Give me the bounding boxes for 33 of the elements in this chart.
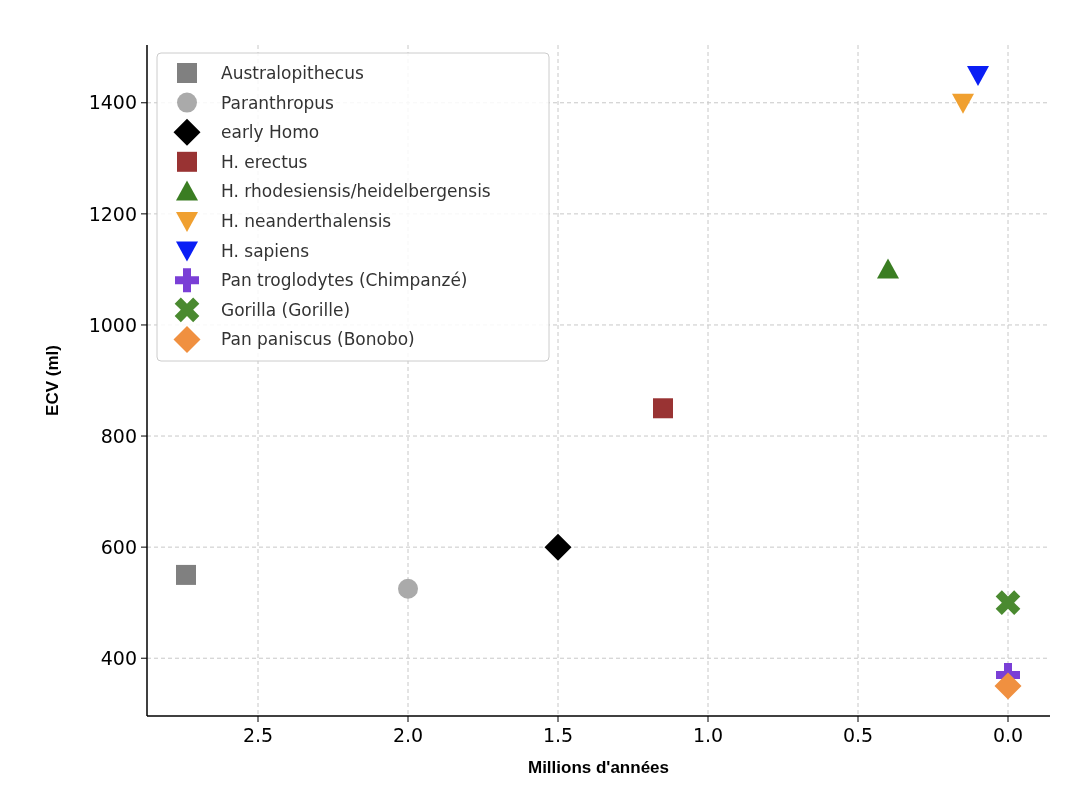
x-tick-label: 0.0	[992, 724, 1024, 746]
legend-label: Pan paniscus (Bonobo)	[221, 329, 415, 350]
point	[952, 93, 974, 114]
point	[653, 398, 673, 419]
y-tick-label: 400	[100, 646, 137, 669]
legend-label: H. sapiens	[221, 240, 310, 261]
y-tick-label: 600	[100, 535, 137, 558]
y-tick-label: 1200	[88, 202, 137, 225]
point	[176, 564, 196, 585]
x-tick-label: 2.5	[242, 724, 274, 746]
point	[398, 578, 418, 599]
legend-label: H. neanderthalensis	[221, 210, 392, 231]
x-tick-label: 2.0	[392, 724, 424, 746]
legend-label: Australopithecus	[221, 62, 364, 83]
point	[967, 66, 989, 86]
legend-label: Gorilla (Gorille)	[221, 299, 351, 320]
x-axis-title: Millions d'années	[527, 758, 670, 777]
legend-label: Pan troglodytes (Chimpanzé)	[221, 270, 468, 291]
point	[994, 672, 1022, 700]
x-tick-label: 1.0	[692, 724, 724, 746]
y-axis-title: ECV (ml)	[43, 345, 62, 416]
legend-label: early Homo	[221, 122, 320, 143]
y-tick-label: 1000	[88, 313, 137, 336]
x-tick-label: 0.5	[842, 724, 874, 746]
legend-label: H. rhodesiensis/heidelbergensis	[221, 181, 491, 202]
x-tick-label: 1.5	[542, 724, 574, 746]
legend-label: Paranthropus	[221, 92, 335, 113]
point	[877, 258, 899, 279]
y-tick-label: 1400	[88, 91, 137, 114]
point	[544, 533, 572, 561]
point	[995, 590, 1021, 616]
legend-label: H. erectus	[221, 151, 308, 172]
y-tick-label: 800	[100, 424, 137, 447]
